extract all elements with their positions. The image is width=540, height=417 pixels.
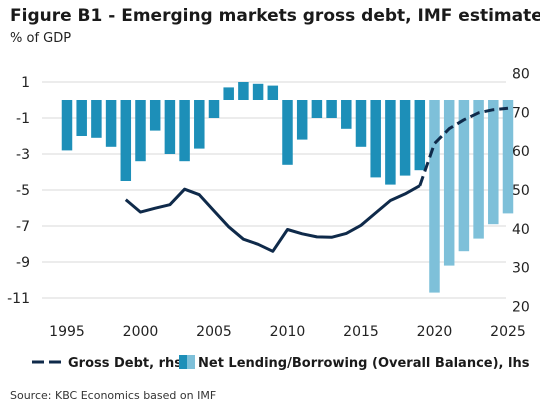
left-tick-label: -7 <box>16 219 30 235</box>
bar-2012 <box>311 100 323 118</box>
chart-subtitle: % of GDP <box>10 31 72 46</box>
left-tick-label: -9 <box>16 255 30 271</box>
bar-2017 <box>385 100 396 185</box>
bar-2011 <box>296 100 308 140</box>
x-tick-label: 2000 <box>123 324 159 340</box>
right-tick-label: 50 <box>512 183 530 199</box>
left-tick-label: -11 <box>7 291 30 307</box>
gross-debt-line <box>124 184 421 253</box>
x-tick-label: 2005 <box>196 324 232 340</box>
bar-2020 <box>429 100 440 293</box>
legend-bar-swatch-forecast <box>187 355 195 369</box>
bar-2001 <box>149 100 161 131</box>
bar-2006 <box>223 87 234 100</box>
bar-2016 <box>370 100 381 178</box>
bar-2009 <box>267 85 279 100</box>
bar-1999 <box>120 100 132 181</box>
legend-bar-swatch-actual <box>179 355 187 369</box>
bar-2003 <box>179 100 190 162</box>
x-tick-label: 2015 <box>343 324 379 340</box>
bar-2014 <box>341 100 352 129</box>
x-tick-label: 2025 <box>490 324 526 340</box>
right-tick-label: 20 <box>512 299 530 315</box>
bar-2021 <box>443 100 455 266</box>
bar-2018 <box>399 100 411 176</box>
left-tick-label: -3 <box>16 147 30 163</box>
bar-2007 <box>238 82 249 100</box>
bar-1996 <box>76 100 87 136</box>
bar-2004 <box>194 100 205 149</box>
right-tick-label: 30 <box>512 261 530 277</box>
x-tick-label: 2010 <box>270 324 306 340</box>
left-tick-label: -5 <box>16 183 30 199</box>
bar-2002 <box>164 100 176 154</box>
right-tick-label: 60 <box>512 144 530 160</box>
bar-2015 <box>355 100 367 147</box>
bar-2025 <box>502 100 514 214</box>
bar-2022 <box>458 100 470 252</box>
right-tick-label: 40 <box>512 222 530 238</box>
bar-2019 <box>414 100 426 171</box>
right-tick-label: 70 <box>512 105 530 121</box>
left-tick-label: -1 <box>16 111 30 127</box>
legend-bar-label: Net Lending/Borrowing (Overall Balance),… <box>198 356 530 371</box>
right-tick-label: 80 <box>512 67 530 83</box>
bar-2024 <box>488 100 499 225</box>
legend-line-label: Gross Debt, rhs <box>68 356 182 371</box>
x-tick-label: 2020 <box>417 324 453 340</box>
bar-1997 <box>91 100 102 138</box>
bar-2008 <box>252 83 264 100</box>
bar-1995 <box>61 100 73 151</box>
source-note: Source: KBC Economics based on IMF <box>10 389 217 402</box>
bar-2023 <box>473 100 484 239</box>
chart-title: Figure B1 - Emerging markets gross debt,… <box>10 6 540 26</box>
x-tick-label: 1995 <box>49 324 85 340</box>
bar-2000 <box>135 100 146 162</box>
bar-2013 <box>326 100 337 118</box>
left-tick-label: 1 <box>21 75 30 91</box>
bar-2010 <box>282 100 293 165</box>
bar-2005 <box>208 100 220 118</box>
bar-1998 <box>105 100 117 147</box>
gross-debt-line-forecast <box>418 106 509 187</box>
